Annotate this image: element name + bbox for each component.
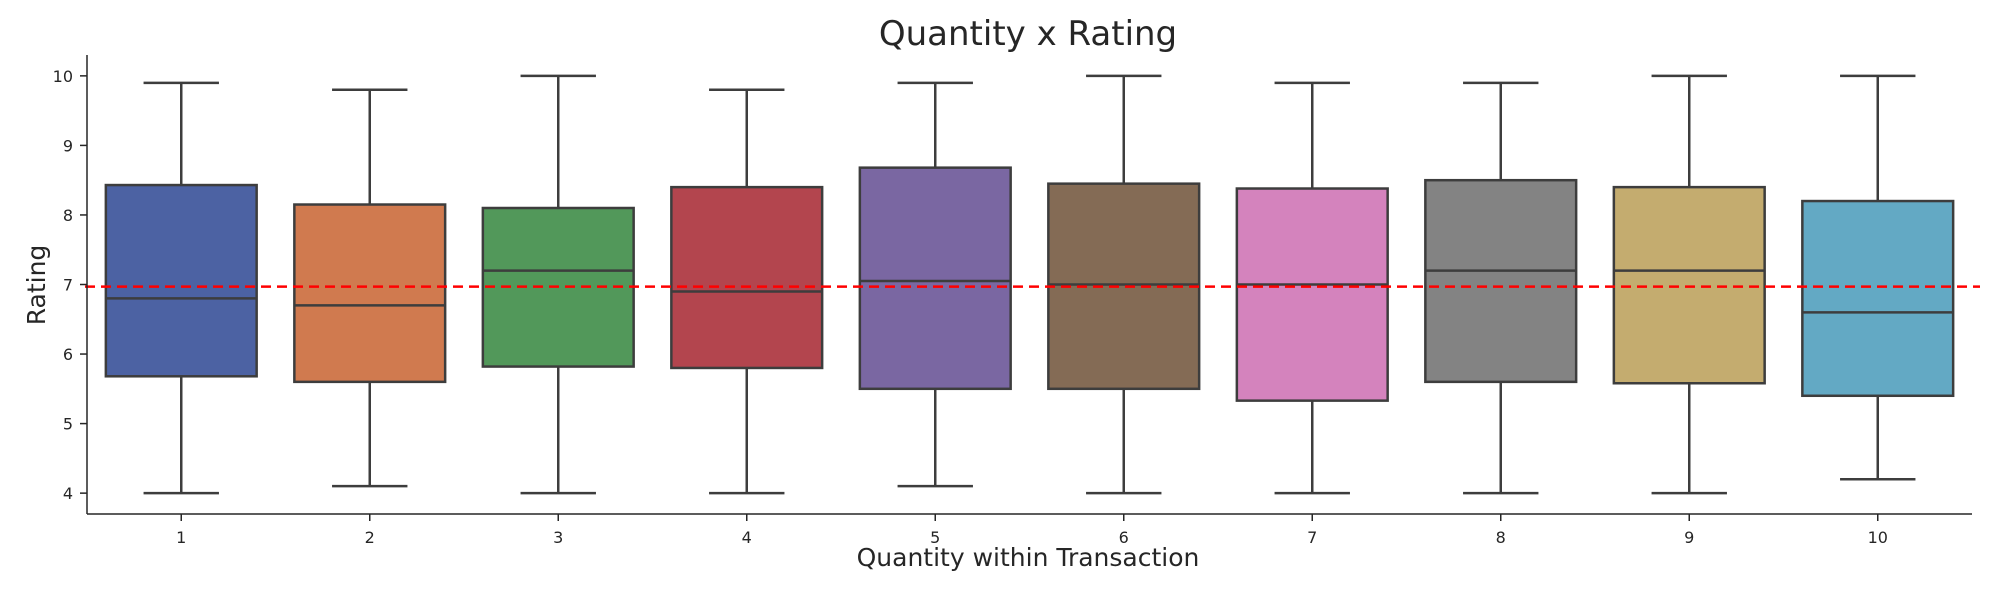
box-1: [104, 183, 258, 378]
x-tick-label: 2: [365, 528, 375, 547]
y-tick-label: 10: [53, 67, 73, 86]
box-9: [1612, 185, 1766, 385]
x-tick-label: 3: [553, 528, 563, 547]
x-tick-label: 6: [1119, 528, 1129, 547]
box-2: [293, 203, 447, 384]
box-10: [1801, 199, 1955, 398]
x-axis-label: Quantity within Transaction: [857, 543, 1200, 572]
y-tick-label: 8: [63, 206, 73, 225]
plot-area: 4 5 6 7 8 9 10 1 2 3 4 5 6 7 8 9 10: [53, 55, 1980, 547]
chart-title: Quantity x Rating: [879, 14, 1177, 54]
x-tick-label: 5: [930, 528, 940, 547]
box-8: [1424, 178, 1578, 384]
x-tick-label: 4: [742, 528, 752, 547]
box-5: [858, 166, 1012, 391]
y-tick-label: 4: [63, 484, 73, 503]
x-tick-label: 1: [176, 528, 186, 547]
x-tick-label: 10: [1868, 528, 1888, 547]
y-tick-label: 9: [63, 136, 73, 155]
x-tick-label: 8: [1496, 528, 1506, 547]
x-tick-label: 7: [1307, 528, 1317, 547]
box-4: [670, 185, 824, 370]
y-tick-label: 6: [63, 345, 73, 364]
y-axis-label: Rating: [22, 245, 51, 326]
y-tick-label: 7: [63, 276, 73, 295]
y-tick-label: 5: [63, 415, 73, 434]
box-7: [1235, 187, 1389, 402]
x-tick-label: 9: [1684, 528, 1694, 547]
